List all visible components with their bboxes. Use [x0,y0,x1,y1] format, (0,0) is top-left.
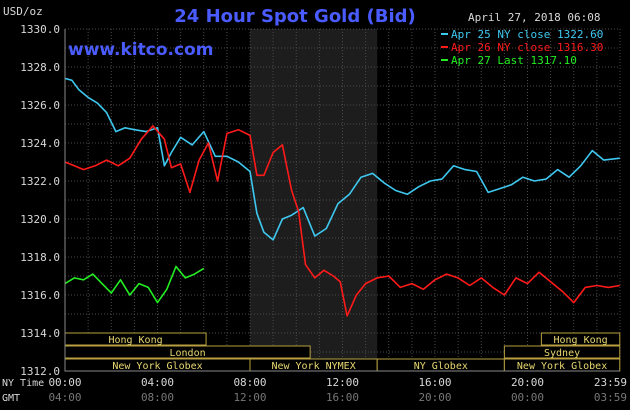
grid-lines [64,28,621,372]
series-line-1 [64,77,620,241]
session-label: Sydney [544,348,580,359]
session-label: NY Globex [414,361,468,372]
site-watermark: www.kitco.com [68,40,213,60]
y-tick-label: 1312.0 [20,365,60,378]
x-tick-label-gmt: 16:00 [326,391,359,404]
y-tick-label: 1330.0 [20,23,60,36]
legend-entry: Apr 25 NY close 1322.60 [451,28,603,41]
x-tick-label-gmt: 20:00 [418,391,451,404]
series-line-3 [64,265,205,304]
x-tick-label-gmt: 03:59 [594,391,627,404]
legend-entry: Apr 26 NY close 1316.30 [451,41,603,54]
session-label: New York Globex [517,361,607,372]
session-box [503,345,621,359]
nymex-shaded-band [250,29,378,371]
x-tick-label-ny: 08:00 [233,376,266,389]
timestamp: April 27, 2018 06:08 [468,11,600,24]
x-tick-label-ny: 04:00 [141,376,174,389]
x-tick-label-gmt: 00:00 [511,391,544,404]
x-tick-label-ny: 23:59 [594,376,627,389]
x-tick-label-ny: 12:00 [326,376,359,389]
session-box [540,332,621,346]
y-tick-label: 1322.0 [20,175,60,188]
session-label: London [170,348,206,359]
x-tick-label-ny: 20:00 [511,376,544,389]
series-line-2 [64,125,620,317]
chart-title: 24 Hour Spot Gold (Bid) [174,6,415,27]
axes: 1312.0 1314.0 1316.0 1318.0 1320.0 1322.0 1324… [2,23,627,404]
session-label: New York Globex [112,361,202,372]
y-unit-label: USD/oz [3,5,43,18]
session-label: New York NYMEX [271,361,355,372]
x-tick-label-gmt: 12:00 [233,391,266,404]
x-tick-label-ny: 00:00 [48,376,81,389]
session-label: Hong Kong [553,335,607,346]
gmt-row-label: GMT [2,393,20,404]
trading-sessions: Hong Kong London New York Globex New York N… [64,332,621,372]
legend-entry: Apr 27 Last 1317.10 [451,54,577,67]
y-tick-label: 1326.0 [20,99,60,112]
series-lines [64,77,620,317]
x-tick-label-gmt: 04:00 [48,391,81,404]
x-tick-label-ny: 16:00 [418,376,451,389]
y-tick-label: 1314.0 [20,327,60,340]
y-tick-label: 1328.0 [20,61,60,74]
ny-time-row-label: NY Time [2,378,44,389]
y-tick-label: 1324.0 [20,137,60,150]
y-tick-label: 1318.0 [20,251,60,264]
y-tick-label: 1316.0 [20,289,60,302]
x-tick-label-gmt: 08:00 [141,391,174,404]
y-tick-label: 1320.0 [20,213,60,226]
session-label: Hong Kong [108,335,162,346]
